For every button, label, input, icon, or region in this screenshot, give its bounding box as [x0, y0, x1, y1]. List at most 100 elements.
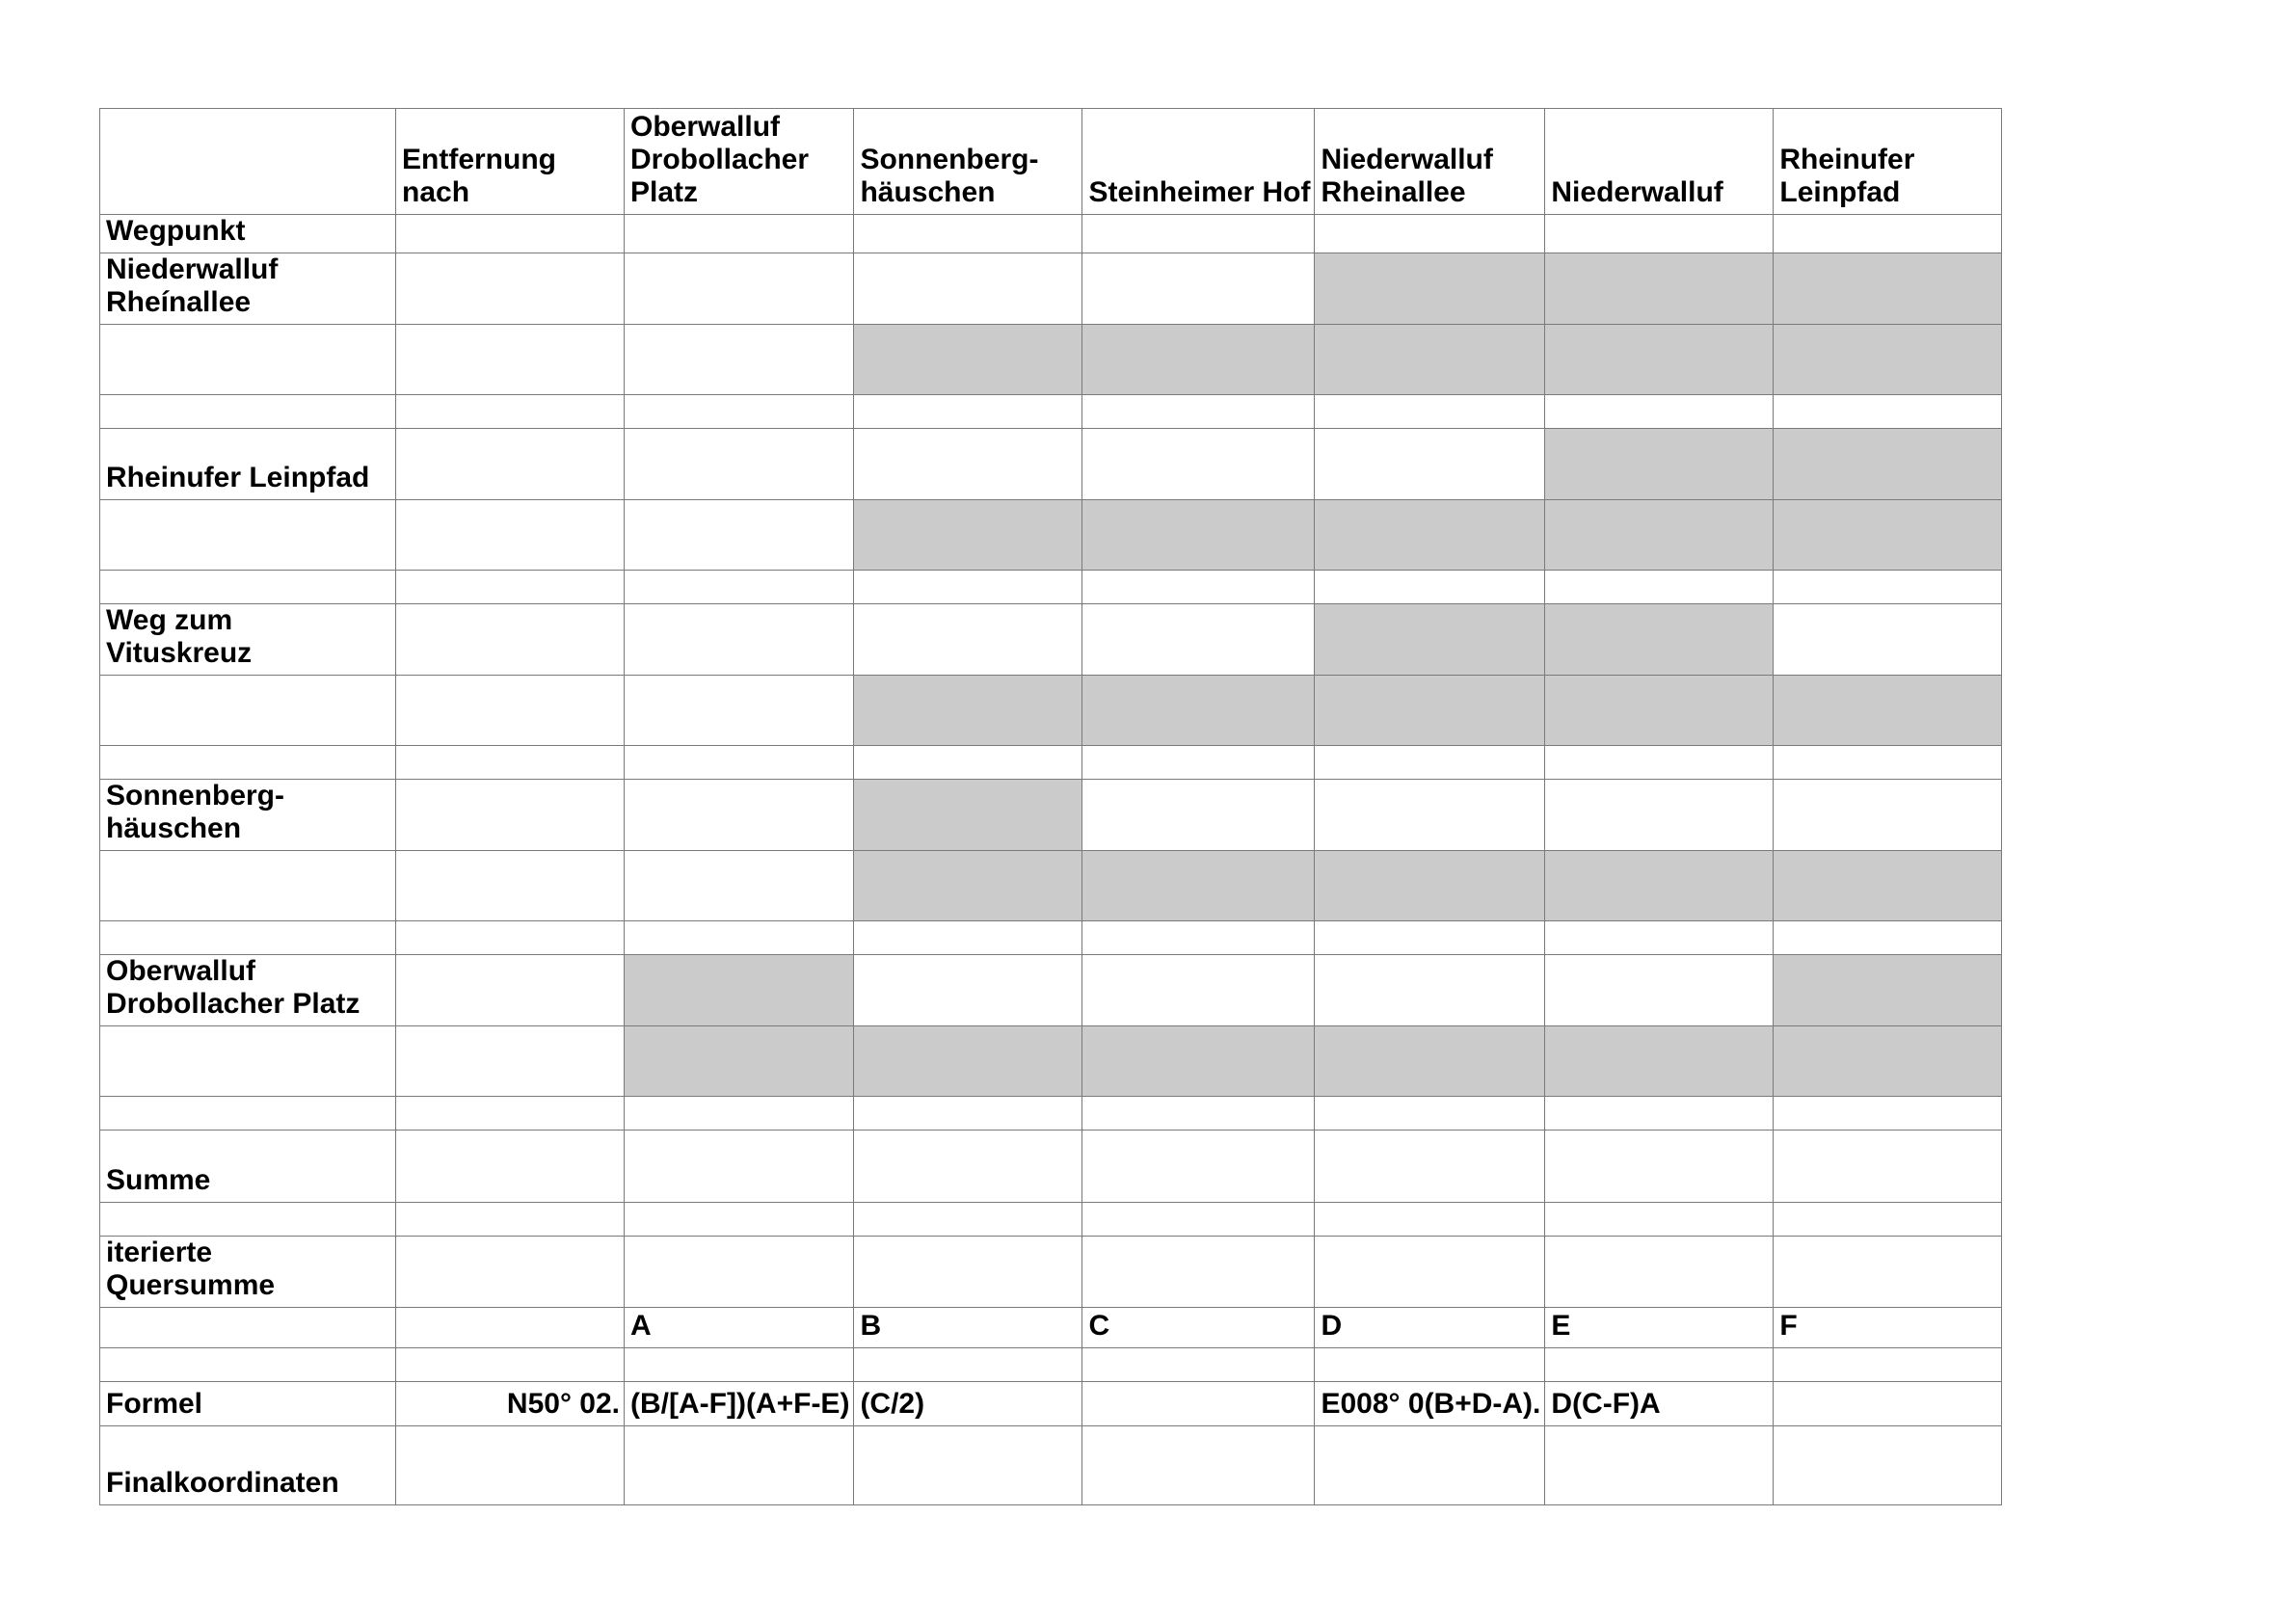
grid-cell: [1544, 954, 1775, 1026]
blocked-cell: [853, 675, 1083, 746]
column-header-niederwalluf-rheinallee: Niederwalluf Rheinallee: [1314, 108, 1546, 215]
grid-cell: [1081, 253, 1316, 325]
value-cell: E008° 0(B+D-A).: [1314, 1381, 1546, 1426]
grid-cell: [853, 1347, 1083, 1382]
grid-cell: [1314, 1130, 1546, 1203]
column-header-niederwalluf: Niederwalluf: [1544, 108, 1775, 215]
grid-cell: [853, 428, 1083, 500]
column-header-oberwalluf-drobollacher-platz: Oberwalluf Drobollacher Platz: [623, 108, 855, 215]
blocked-cell: [1314, 1025, 1546, 1097]
grid-cell: [1081, 1202, 1316, 1237]
blocked-cell: [1081, 850, 1316, 921]
row-label-cell: Wegpunkt: [99, 214, 396, 253]
table-row: [99, 324, 2003, 395]
table-row: [99, 1347, 2003, 1382]
waypoint-distance-table: Entfernung nach Oberwalluf Drobollacher P…: [99, 108, 2003, 1505]
grid-cell: [623, 428, 855, 500]
value-cell: F: [1773, 1307, 2003, 1348]
grid-cell: [395, 603, 625, 676]
table-row: Wegpunkt: [99, 214, 2003, 253]
empty-label-cell: [99, 1347, 396, 1382]
grid-cell: [1773, 214, 2003, 253]
grid-cell: [853, 1130, 1083, 1203]
grid-cell: [623, 1425, 855, 1505]
table-row: [99, 499, 2003, 571]
blocked-cell: [1773, 428, 2003, 500]
blocked-cell: [1314, 324, 1546, 395]
blocked-cell: [1081, 324, 1316, 395]
blocked-cell: [1314, 675, 1546, 746]
empty-label-cell: [99, 394, 396, 429]
table-row: [99, 1202, 2003, 1237]
blocked-cell: [1773, 253, 2003, 325]
grid-cell: [395, 1096, 625, 1131]
grid-cell: [853, 920, 1083, 955]
grid-cell: [1081, 1130, 1316, 1203]
blocked-cell: [853, 1025, 1083, 1097]
grid-cell: [395, 954, 625, 1026]
blocked-cell: [853, 499, 1083, 571]
grid-cell: [1773, 394, 2003, 429]
grid-cell: [1314, 1202, 1546, 1237]
empty-label-cell: [99, 1025, 396, 1097]
blocked-cell: [1544, 499, 1775, 571]
column-header-entfernung-nach: Entfernung nach: [395, 108, 625, 215]
blocked-cell: [1544, 253, 1775, 325]
grid-cell: [1544, 1425, 1775, 1505]
empty-label-cell: [99, 1307, 396, 1348]
table-row: [99, 850, 2003, 921]
value-cell: N50° 02.: [395, 1381, 625, 1426]
grid-cell: [1773, 1236, 2003, 1308]
grid-cell: [853, 745, 1083, 780]
column-header-rheinufer-leinpfad: Rheinufer Leinpfad: [1773, 108, 2003, 215]
grid-cell: [395, 1425, 625, 1505]
grid-cell: [1544, 1236, 1775, 1308]
grid-cell: [623, 603, 855, 676]
grid-cell: [395, 1025, 625, 1097]
grid-cell: [623, 745, 855, 780]
grid-cell: [853, 1236, 1083, 1308]
grid-cell: [1081, 1425, 1316, 1505]
grid-cell: [1314, 214, 1546, 253]
grid-cell: [1081, 1381, 1316, 1426]
value-cell: B: [853, 1307, 1083, 1348]
grid-cell: [623, 920, 855, 955]
grid-cell: [1081, 779, 1316, 851]
blocked-cell: [1544, 675, 1775, 746]
grid-cell: [853, 1096, 1083, 1131]
grid-cell: [1773, 779, 2003, 851]
grid-cell: [1544, 1202, 1775, 1237]
blocked-cell: [853, 850, 1083, 921]
grid-cell: [1081, 214, 1316, 253]
grid-cell: [395, 675, 625, 746]
grid-cell: [623, 1347, 855, 1382]
blocked-cell: [1773, 499, 2003, 571]
row-label-cell: Finalkoordinaten: [99, 1425, 396, 1505]
grid-cell: [395, 1130, 625, 1203]
grid-cell: [1314, 920, 1546, 955]
grid-cell: [853, 603, 1083, 676]
grid-cell: [1773, 745, 2003, 780]
grid-cell: [395, 1347, 625, 1382]
grid-cell: [1773, 1130, 2003, 1203]
grid-cell: [1314, 1096, 1546, 1131]
row-label-cell: Sonnenberg- häuschen: [99, 779, 396, 851]
grid-cell: [1081, 394, 1316, 429]
grid-cell: [395, 1236, 625, 1308]
blocked-cell: [623, 954, 855, 1026]
grid-cell: [395, 779, 625, 851]
value-cell: D(C-F)A: [1544, 1381, 1775, 1426]
grid-cell: [1081, 745, 1316, 780]
grid-cell: [1544, 1130, 1775, 1203]
empty-label-cell: [99, 570, 396, 604]
blocked-cell: [1314, 253, 1546, 325]
grid-cell: [395, 920, 625, 955]
grid-cell: [623, 394, 855, 429]
table-row: Rheinufer Leinpfad: [99, 428, 2003, 500]
grid-cell: [395, 570, 625, 604]
grid-cell: [395, 253, 625, 325]
blocked-cell: [853, 324, 1083, 395]
empty-label-cell: [99, 1202, 396, 1237]
